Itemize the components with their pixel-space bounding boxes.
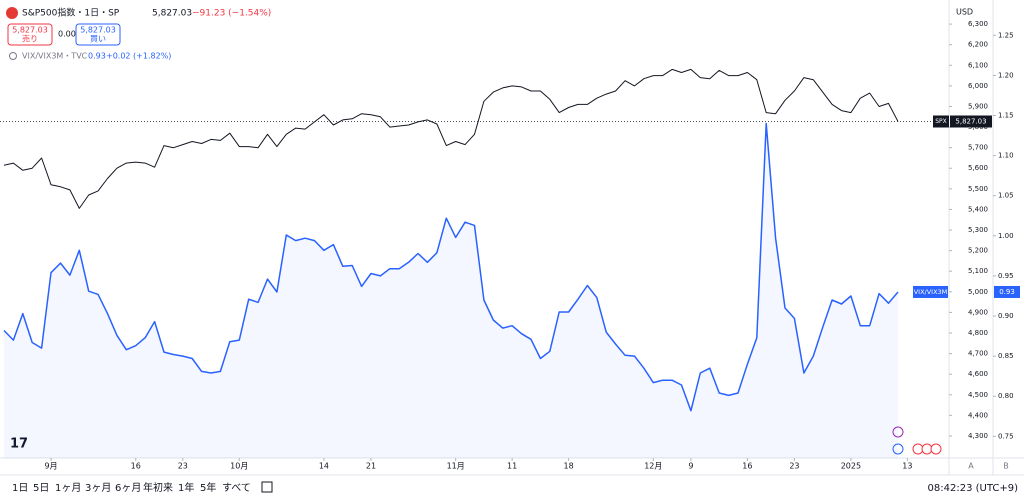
event-icon[interactable] [892,443,904,455]
y-tick-label: 5,300 [968,226,988,234]
y2-tick-label: 1.05 [998,192,1014,200]
y-tick-label: 6,100 [968,61,988,69]
buy-label: 買い [90,35,106,44]
y-tick-label: 4,500 [968,391,988,399]
range-button[interactable]: 1日 [12,483,28,494]
y2-tick-label: 1.10 [998,152,1014,160]
x-tick-label: 21 [366,462,376,471]
y-tick-label: 5,700 [968,144,988,152]
y-tick-label: 4,700 [968,350,988,358]
y-tick-label: 5,200 [968,247,988,255]
y-tick-label: 5,400 [968,205,988,213]
last-value-label: 0.93 [999,288,1015,296]
y-tick-label: 5,600 [968,164,988,172]
range-button[interactable]: 5日 [33,483,49,494]
y2-tick-label: 1.00 [998,232,1014,240]
range-button[interactable]: 1ヶ月 [55,482,81,494]
x-tick-label: 16 [131,462,141,471]
date-range-icon[interactable] [261,481,273,493]
x-tick-label: 16 [742,462,752,471]
visibility-icon[interactable] [9,52,17,60]
x-tick-label: 11 [507,462,517,471]
y-tick-label: 4,600 [968,370,988,378]
spread: 0.00 [58,30,76,39]
x-tick-label: 18 [564,462,574,471]
range-button[interactable]: 5年 [200,481,216,494]
overlay-price: 0.93 [88,52,106,61]
change: −91.23 (−1.54%) [192,9,271,19]
y2-tick-label: 1.20 [998,71,1014,79]
y-tick-label: 5,500 [968,185,988,193]
y-tick-label: 5,000 [968,288,988,296]
range-button[interactable]: 6ヶ月 [115,482,141,494]
currency[interactable]: USD [956,8,973,17]
y-tick-label: 6,200 [968,41,988,49]
symbol-logo [6,7,18,19]
series-tag-name: VIX/VIX3M [914,288,948,296]
price: 5,827.03 [152,9,192,19]
clock: 08:42:23 (UTC+9) [928,483,1019,494]
overlay-title: VIX/VIX3M・TVC [22,52,88,61]
area-fill [4,123,898,458]
x-tick-label: 23 [178,462,188,471]
x-tick-label: 10月 [230,462,248,471]
series-line [3,68,899,209]
sell-price: 5,827.03 [12,26,48,35]
x-tick-label: 23 [789,462,799,471]
range-button[interactable]: すべて [222,482,251,494]
last-value-label: 5,827.03 [955,117,986,125]
series-tag-name: SPX [935,118,947,125]
x-tick-label: 14 [319,462,329,471]
y-tick-label: 4,800 [968,329,988,337]
y2-tick-label: 0.90 [998,312,1014,320]
series-tag [933,115,949,128]
axis-button[interactable]: A [968,462,974,471]
y2-tick-label: 0.85 [998,352,1014,360]
y-tick-label: 6,300 [968,20,988,28]
last-value-box [950,115,992,128]
y-tick-label: 6,000 [968,82,988,90]
event-icon[interactable] [930,443,942,455]
x-tick-label: 12月 [644,462,662,471]
overlay-change: +0.02 (+1.82%) [106,52,171,61]
y-tick-label: 4,900 [968,308,988,316]
x-tick-label: 9月 [45,462,58,471]
sell-label: 売り [22,34,38,44]
y-tick-label: 5,900 [968,102,988,110]
x-tick-label: 2025 [841,462,861,471]
last-value-box [994,285,1020,298]
y-tick-label: 4,400 [968,411,988,419]
buy-price: 5,827.03 [80,26,116,35]
series-line [3,122,899,412]
x-tick-label: 9 [688,462,693,471]
tv-logo: 17 [10,437,28,452]
y2-tick-label: 0.75 [998,432,1014,440]
range-button[interactable]: 1年 [178,481,194,494]
y-tick-label: 5,100 [968,267,988,275]
series-tag [913,285,948,298]
y-tick-label: 4,300 [968,432,988,440]
range-button[interactable]: 年初来 [143,481,173,494]
event-icon[interactable] [892,426,904,438]
sell-button[interactable] [7,23,53,46]
y2-tick-label: 1.15 [998,112,1014,120]
range-button[interactable]: 3ヶ月 [85,482,111,494]
axis-button[interactable]: B [1003,462,1009,471]
x-tick-label: 13 [902,462,912,471]
y2-tick-label: 0.95 [998,272,1014,280]
y2-tick-label: 0.80 [998,392,1014,400]
buy-button[interactable] [75,23,121,46]
y2-tick-label: 1.25 [998,31,1014,39]
symbol-title[interactable]: S&P500指数・1日・SP [22,7,120,19]
x-tick-label: 11月 [447,462,465,471]
